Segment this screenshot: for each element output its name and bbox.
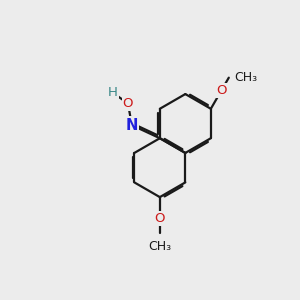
Text: N: N: [126, 118, 138, 133]
Text: H: H: [108, 86, 118, 99]
Text: CH₃: CH₃: [234, 71, 257, 84]
Text: CH₃: CH₃: [148, 239, 171, 253]
Text: O: O: [216, 84, 227, 97]
Text: O: O: [154, 212, 165, 225]
Text: O: O: [123, 97, 133, 110]
